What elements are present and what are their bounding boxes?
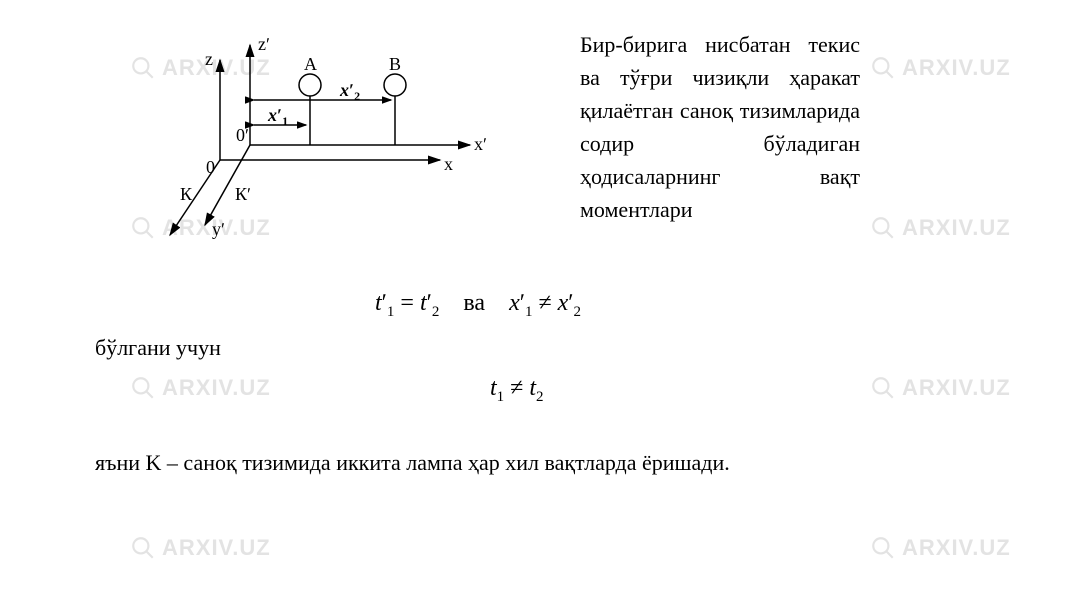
watermark: ARXIV.UZ xyxy=(130,535,271,561)
label-yp: yʹ xyxy=(212,219,225,239)
label-x2p: xʹ2 xyxy=(339,80,360,103)
watermark: ARXIV.UZ xyxy=(870,535,1011,561)
label-xp: xʹ xyxy=(474,134,487,154)
label-z: z xyxy=(205,49,213,69)
label-x: x xyxy=(444,154,453,174)
label-zp: zʹ xyxy=(258,34,270,54)
intro-paragraph: Бир-бирига нисбатан текис ва тўғри чизиқ… xyxy=(580,28,860,226)
label-x1p: xʹ1 xyxy=(267,105,288,128)
label-A: A xyxy=(304,54,317,74)
conclusion-text: яъни K – саноқ тизимида иккита лампа ҳар… xyxy=(95,450,730,476)
watermark: ARXIV.UZ xyxy=(870,215,1011,241)
watermark: ARXIV.UZ xyxy=(130,375,271,401)
label-B: B xyxy=(389,54,401,74)
label-O: 0 xyxy=(206,157,215,177)
label-K: К xyxy=(180,184,193,204)
equation-1: tʹ1 = tʹ2 ва xʹ1 ≠ xʹ2 xyxy=(375,290,581,321)
label-Op: 0ʹ xyxy=(236,125,249,145)
bolgani-text: бўлгани учун xyxy=(95,335,221,361)
coordinate-diagram: z zʹ A B xʹ1 xʹ2 0 0ʹ xʹ x К Кʹ yʹ xyxy=(150,30,530,250)
label-Kp: Кʹ xyxy=(235,184,251,204)
watermark: ARXIV.UZ xyxy=(870,375,1011,401)
watermark: ARXIV.UZ xyxy=(870,55,1011,81)
equation-2: t1 ≠ t2 xyxy=(490,375,544,406)
